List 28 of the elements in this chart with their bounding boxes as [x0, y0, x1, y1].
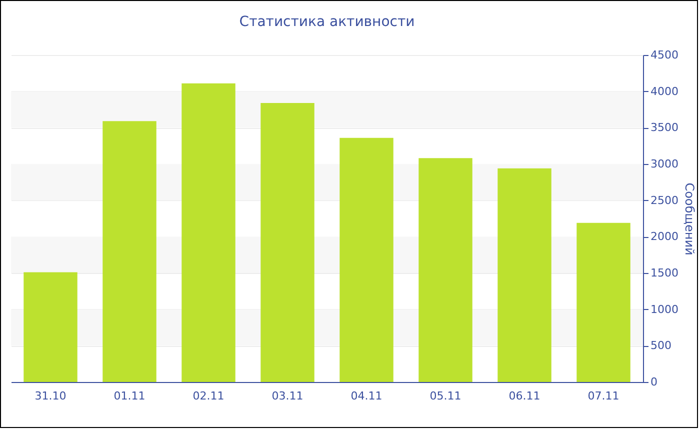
- x-tick-label: 31.10: [34, 390, 66, 402]
- x-tick-label: 06.11: [508, 390, 540, 402]
- x-tick-label: 04.11: [350, 390, 382, 402]
- y-tick-label: 500: [650, 339, 672, 352]
- bar: [340, 138, 394, 382]
- y-tick-label: 3000: [650, 158, 678, 170]
- bar: [24, 272, 78, 382]
- bar: [418, 158, 472, 382]
- x-tick-label: 02.11: [192, 390, 224, 402]
- bar: [182, 83, 236, 382]
- bar: [498, 168, 552, 382]
- bar: [102, 121, 156, 382]
- y-tick-label: 2000: [650, 230, 678, 244]
- y-axis-title: Сообщений: [682, 182, 696, 256]
- y-tick-label: 3500: [650, 121, 678, 134]
- y-tick-label: 1500: [650, 266, 678, 280]
- x-tick-label: 03.11: [272, 390, 304, 402]
- x-tick-label: 07.11: [588, 390, 620, 402]
- chart-title: Статистика активности: [239, 14, 415, 30]
- y-tick-label: 1000: [650, 302, 678, 316]
- x-tick-label: 01.11: [114, 390, 146, 402]
- bar: [576, 222, 630, 382]
- y-tick-label: 4500: [650, 48, 678, 62]
- bar: [260, 102, 314, 382]
- y-tick-label: 0: [650, 376, 658, 388]
- y-tick-label: 4000: [650, 84, 678, 98]
- x-tick-label: 05.11: [430, 390, 462, 402]
- y-tick-label: 2500: [650, 194, 678, 207]
